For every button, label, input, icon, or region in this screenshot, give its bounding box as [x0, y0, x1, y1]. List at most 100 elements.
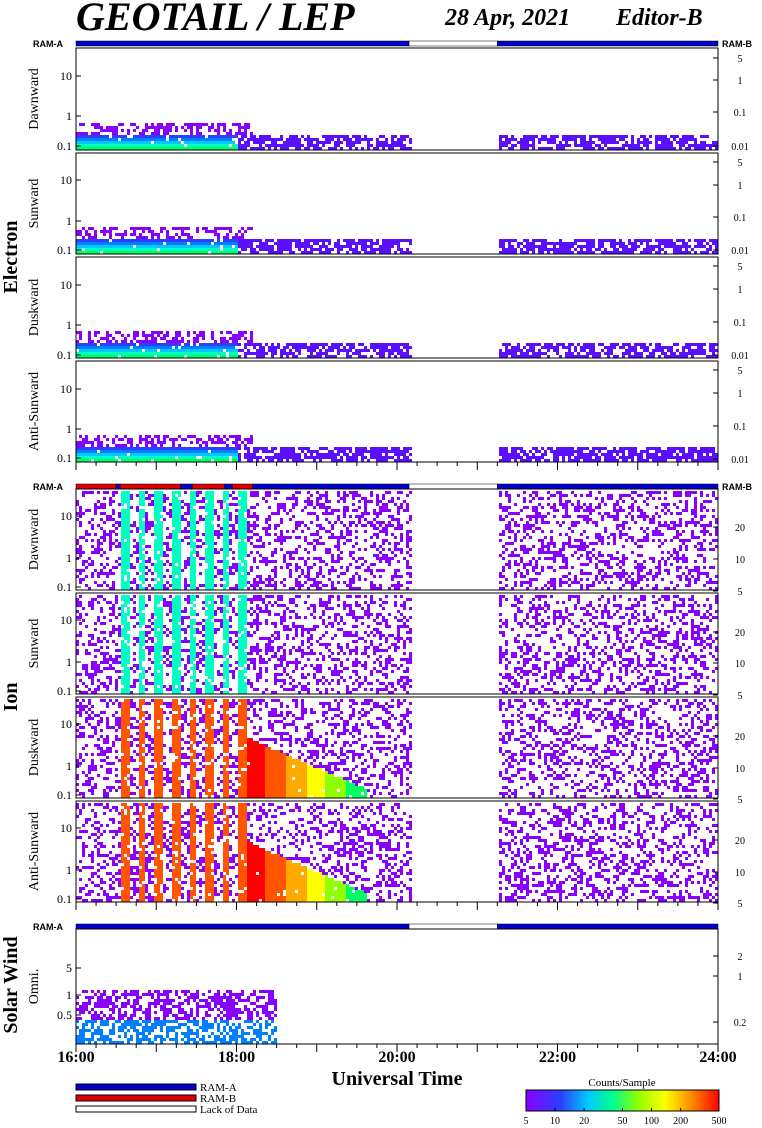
- spectrogram-cell: [199, 438, 202, 441]
- spectrogram-cell: [220, 500, 223, 503]
- spectrogram-cell: [205, 141, 208, 144]
- spectrogram-cell: [109, 349, 112, 352]
- spectrogram-cell: [592, 135, 595, 138]
- spectrogram-cell: [346, 509, 349, 512]
- spectrogram-cell: [166, 536, 169, 539]
- spectrogram-cell: [196, 123, 199, 126]
- spectrogram-cell: [145, 441, 148, 444]
- spectrogram-cell: [100, 536, 103, 539]
- spectrogram-cell: [307, 346, 310, 349]
- spectrogram-cell: [184, 227, 187, 230]
- spectrogram-cell: [142, 227, 145, 230]
- spectrogram-cell: [154, 453, 157, 456]
- spectrogram-cell: [250, 135, 253, 138]
- spectrogram-cell: [676, 239, 679, 242]
- spectrogram-cell: [256, 491, 259, 494]
- spectrogram-cell: [145, 497, 148, 500]
- spectrogram-cell: [304, 536, 307, 539]
- spectrogram-cell: [334, 135, 337, 138]
- spectrogram-cell: [226, 233, 229, 236]
- spectrogram-cell: [202, 542, 205, 545]
- spectrogram-cell: [637, 144, 640, 147]
- spectrogram-cell: [517, 242, 520, 245]
- spectrogram-cell: [127, 539, 130, 542]
- spectrogram-cell: [376, 515, 379, 518]
- spectrogram-cell: [238, 542, 241, 545]
- spectrogram-cell: [142, 578, 145, 581]
- spectrogram-cell: [247, 521, 250, 524]
- spectrogram-cell: [310, 349, 313, 352]
- spectrogram-cell: [166, 548, 169, 551]
- spectrogram-cell: [289, 509, 292, 512]
- spectrogram-cell: [523, 141, 526, 144]
- spectrogram-cell: [526, 242, 529, 245]
- spectrogram-cell: [379, 551, 382, 554]
- spectrogram-cell: [358, 548, 361, 551]
- spectrogram-cell: [313, 578, 316, 581]
- spectrogram-cell: [238, 518, 241, 521]
- spectrogram-cell: [214, 548, 217, 551]
- spectrogram-cell: [163, 509, 166, 512]
- spectrogram-cell: [349, 349, 352, 352]
- spectrogram-cell: [253, 560, 256, 563]
- spectrogram-cell: [499, 144, 502, 147]
- spectrogram-cell: [592, 239, 595, 242]
- spectrogram-cell: [271, 450, 274, 453]
- spectrogram-cell: [316, 581, 319, 584]
- spectrogram-cell: [295, 491, 298, 494]
- spectrogram-cell: [316, 343, 319, 346]
- spectrogram-cell: [568, 144, 571, 147]
- spectrogram-cell: [292, 239, 295, 242]
- spectrogram-cell: [373, 542, 376, 545]
- spectrogram-cell: [286, 563, 289, 566]
- spectrogram-cell: [559, 141, 562, 144]
- spectrogram-cell: [691, 248, 694, 251]
- spectrogram-cell: [193, 527, 196, 530]
- spectrogram-cell: [556, 453, 559, 456]
- spectrogram-cell: [172, 521, 175, 524]
- spectrogram-cell: [322, 447, 325, 450]
- spectrogram-cell: [553, 141, 556, 144]
- spectrogram-cell: [208, 524, 211, 527]
- spectrogram-cell: [196, 352, 199, 355]
- spectrogram-cell: [340, 536, 343, 539]
- spectrogram-cell: [364, 506, 367, 509]
- spectrogram-cell: [391, 346, 394, 349]
- spectrogram-cell: [199, 352, 202, 355]
- spectrogram-cell: [169, 239, 172, 242]
- spectrogram-cell: [133, 227, 136, 230]
- spectrogram-cell: [151, 236, 154, 239]
- spectrogram-cell: [694, 447, 697, 450]
- spectrogram-cell: [247, 438, 250, 441]
- spectrogram-cell: [208, 515, 211, 518]
- spectrogram-cell: [223, 441, 226, 444]
- spectrogram-cell: [403, 450, 406, 453]
- spectrogram-cell: [382, 352, 385, 355]
- spectrogram-cell: [265, 239, 268, 242]
- spectrogram-cell: [85, 435, 88, 438]
- spectrogram-cell: [94, 138, 97, 141]
- spectrogram-cell: [178, 569, 181, 572]
- spectrogram-cell: [652, 456, 655, 459]
- spectrogram-cell: [163, 453, 166, 456]
- spectrogram-cell: [160, 123, 163, 126]
- spectrogram-cell: [337, 536, 340, 539]
- spectrogram-cell: [172, 340, 175, 343]
- spectrogram-cell: [166, 245, 169, 248]
- spectrogram-cell: [301, 557, 304, 560]
- spectrogram-cell: [658, 346, 661, 349]
- spectrogram-cell: [385, 343, 388, 346]
- spectrogram-cell: [190, 242, 193, 245]
- spectrogram-cell: [634, 248, 637, 251]
- spectrogram-cell: [154, 450, 157, 453]
- spectrogram-cell: [205, 123, 208, 126]
- spectrogram-cell: [160, 227, 163, 230]
- spectrogram-cell: [550, 346, 553, 349]
- spectrogram-cell: [133, 578, 136, 581]
- spectrogram-cell: [592, 447, 595, 450]
- spectrogram-cell: [280, 542, 283, 545]
- spectrogram-cell: [316, 524, 319, 527]
- spectrogram-cell: [172, 548, 175, 551]
- spectrogram-cell: [238, 123, 241, 126]
- spectrogram-cell: [163, 500, 166, 503]
